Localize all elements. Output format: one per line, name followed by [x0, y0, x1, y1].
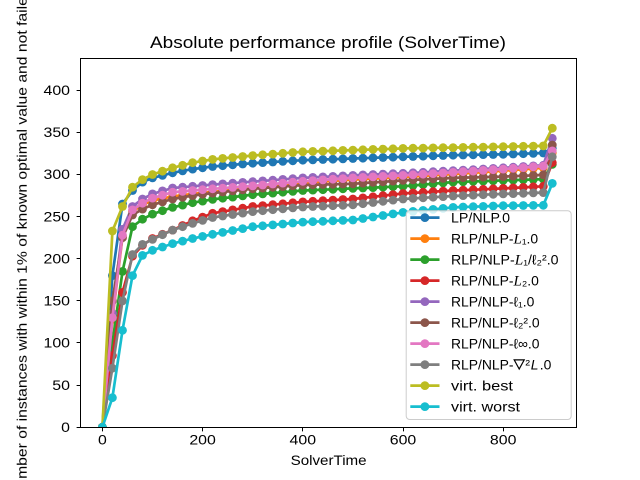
- svg-text:250: 250: [44, 208, 71, 224]
- svg-text:²: ²: [525, 357, 530, 373]
- svg-text:RLP/NLP-ℓ₂².0: RLP/NLP-ℓ₂².0: [451, 315, 540, 331]
- svg-text:200: 200: [44, 250, 71, 266]
- svg-text:0: 0: [61, 419, 70, 435]
- svg-text:LP/NLP.0: LP/NLP.0: [451, 210, 510, 226]
- svg-text:RLP/NLP-L₁/ℓ₂².0: RLP/NLP-L₁/ℓ₂².0: [451, 252, 559, 269]
- svg-text:.0: .0: [540, 357, 552, 373]
- svg-text:L: L: [531, 357, 539, 373]
- svg-text:RLP/NLP-L₁.0: RLP/NLP-L₁.0: [451, 231, 538, 248]
- svg-text:800: 800: [490, 432, 517, 448]
- svg-text:100: 100: [44, 335, 71, 351]
- svg-text:Absolute performance profile (: Absolute performance profile (SolverTime…: [150, 33, 506, 52]
- svg-text:350: 350: [44, 124, 71, 140]
- svg-text:400: 400: [290, 432, 317, 448]
- svg-text:0: 0: [98, 432, 107, 448]
- svg-text:number of instances with withi: number of instances with within 1% of kn…: [14, 0, 30, 480]
- svg-text:200: 200: [189, 432, 216, 448]
- svg-text:300: 300: [44, 166, 71, 182]
- svg-text:RLP/NLP-: RLP/NLP-: [451, 357, 514, 373]
- svg-text:150: 150: [44, 293, 71, 309]
- svg-text:RLP/NLP-L₂.0: RLP/NLP-L₂.0: [451, 273, 539, 290]
- svg-text:600: 600: [390, 432, 417, 448]
- svg-text:RLP/NLP-ℓ₁.0: RLP/NLP-ℓ₁.0: [451, 294, 535, 310]
- svg-text:50: 50: [52, 377, 70, 393]
- svg-text:RLP/NLP-ℓ∞.0: RLP/NLP-ℓ∞.0: [451, 336, 540, 352]
- svg-text:virt. best: virt. best: [451, 378, 513, 394]
- svg-text:virt. worst: virt. worst: [451, 399, 520, 415]
- svg-text:SolverTime: SolverTime: [291, 452, 367, 468]
- svg-text:400: 400: [44, 82, 71, 98]
